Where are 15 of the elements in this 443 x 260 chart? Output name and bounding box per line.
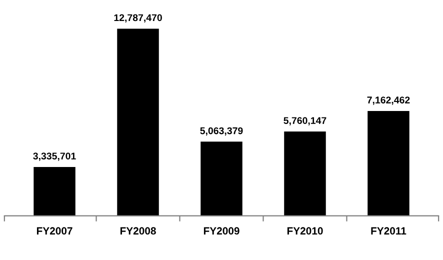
data-label: 12,787,470 [114,14,162,23]
bar [117,28,159,216]
x-tick-label: FY2011 [371,227,406,235]
data-label: 3,335,701 [33,152,76,161]
bar [284,131,326,216]
x-tick-label: FY2009 [204,227,240,235]
data-label: 5,760,147 [284,117,326,126]
x-tick-label: FY2007 [36,227,72,235]
data-label: 7,162,462 [367,96,410,105]
x-tick-label: FY2008 [120,227,156,235]
x-tick-label: FY2010 [287,227,323,235]
data-label: 5,063,379 [200,127,243,136]
bar [200,142,242,216]
bar [34,166,76,216]
bar [368,110,410,216]
